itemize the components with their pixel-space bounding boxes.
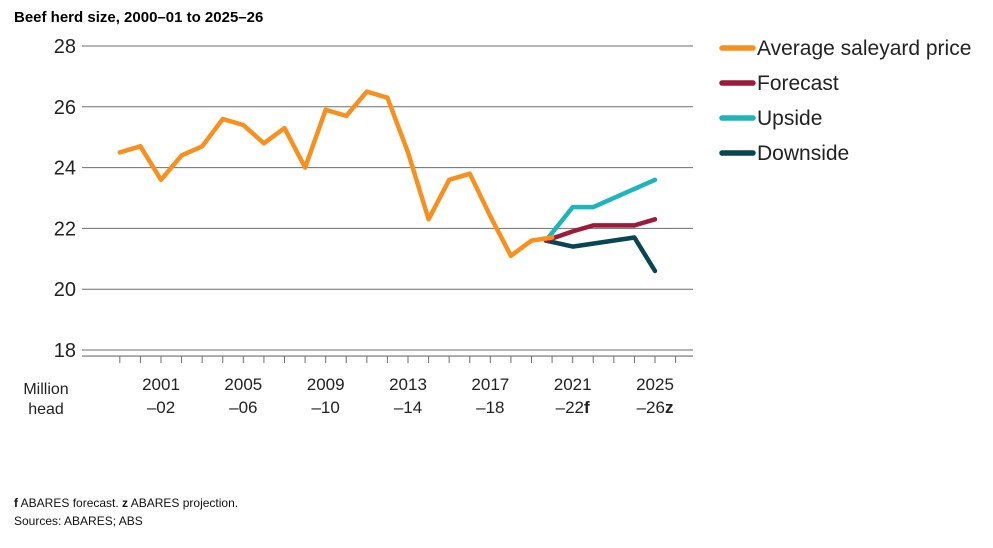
x-tick-label-2013: 2013 [389,375,427,394]
footnote-sources: Sources: ABARES; ABS [14,514,143,528]
chart-title: Beef herd size, 2000–01 to 2025–26 [14,9,264,26]
series-line-downside [543,235,658,274]
x-tick-label-fy-2005: –06 [229,398,257,417]
legend-label-average-saleyard-price: Average saleyard price [757,37,971,60]
footnote-z-text: ABARES projection. [128,496,239,510]
x-tick-suffix-f: f [584,398,590,417]
legend: Average saleyard price Forecast Upside Down… [719,37,971,165]
x-tick-label-2025: 2025 [636,375,674,394]
legend-label-downside: Downside [757,142,849,165]
x-tick-label-fy-2001: –02 [147,398,175,417]
series-lines [117,89,658,274]
y-tick-label-18: 18 [54,340,76,362]
y-unit-label-million: Million [23,381,68,398]
gridlines [82,45,693,351]
series-line-forecast [543,217,658,243]
x-tick-label-2009: 2009 [307,375,345,394]
x-axis: 2001 –02 2005 –06 2009 –10 2013 –14 2017 –18 2021 –… [82,355,693,417]
x-tick-label-2001: 2001 [142,375,180,394]
y-tick-label-20: 20 [54,279,76,301]
footnote-forecast: f ABARES forecast. z ABARES projection. [14,496,238,510]
footnote-f-text: ABARES forecast. [18,496,123,510]
y-tick-label-24: 24 [54,158,76,180]
y-axis-tick-labels: 28 26 24 22 20 18 [54,36,76,362]
y-tick-label-28: 28 [54,36,76,58]
x-tick-label-fy-2013: –14 [394,398,422,417]
x-tick-label-fy-2009: –10 [311,398,339,417]
x-tick-label-fy-2017: –18 [476,398,504,417]
series-line-upside [543,177,658,243]
x-tick-label-2017: 2017 [471,375,509,394]
y-unit-label-head: head [28,401,64,418]
x-tick-label-2021: 2021 [554,375,592,394]
y-tick-label-26: 26 [54,97,76,119]
series-line-average-saleyard-price [117,89,555,259]
footnote-z-marker: z [122,496,129,510]
footnote-f-marker: f [14,496,18,510]
legend-label-forecast: Forecast [757,72,839,95]
x-tick-label-fy-2021: –22f [556,398,590,417]
x-tick-label-fy-2025: –26z [637,398,674,417]
y-tick-label-22: 22 [54,218,76,240]
x-tick-label-2005: 2005 [224,375,262,394]
legend-label-upside: Upside [757,107,822,130]
x-tick-suffix-z: z [665,398,674,417]
